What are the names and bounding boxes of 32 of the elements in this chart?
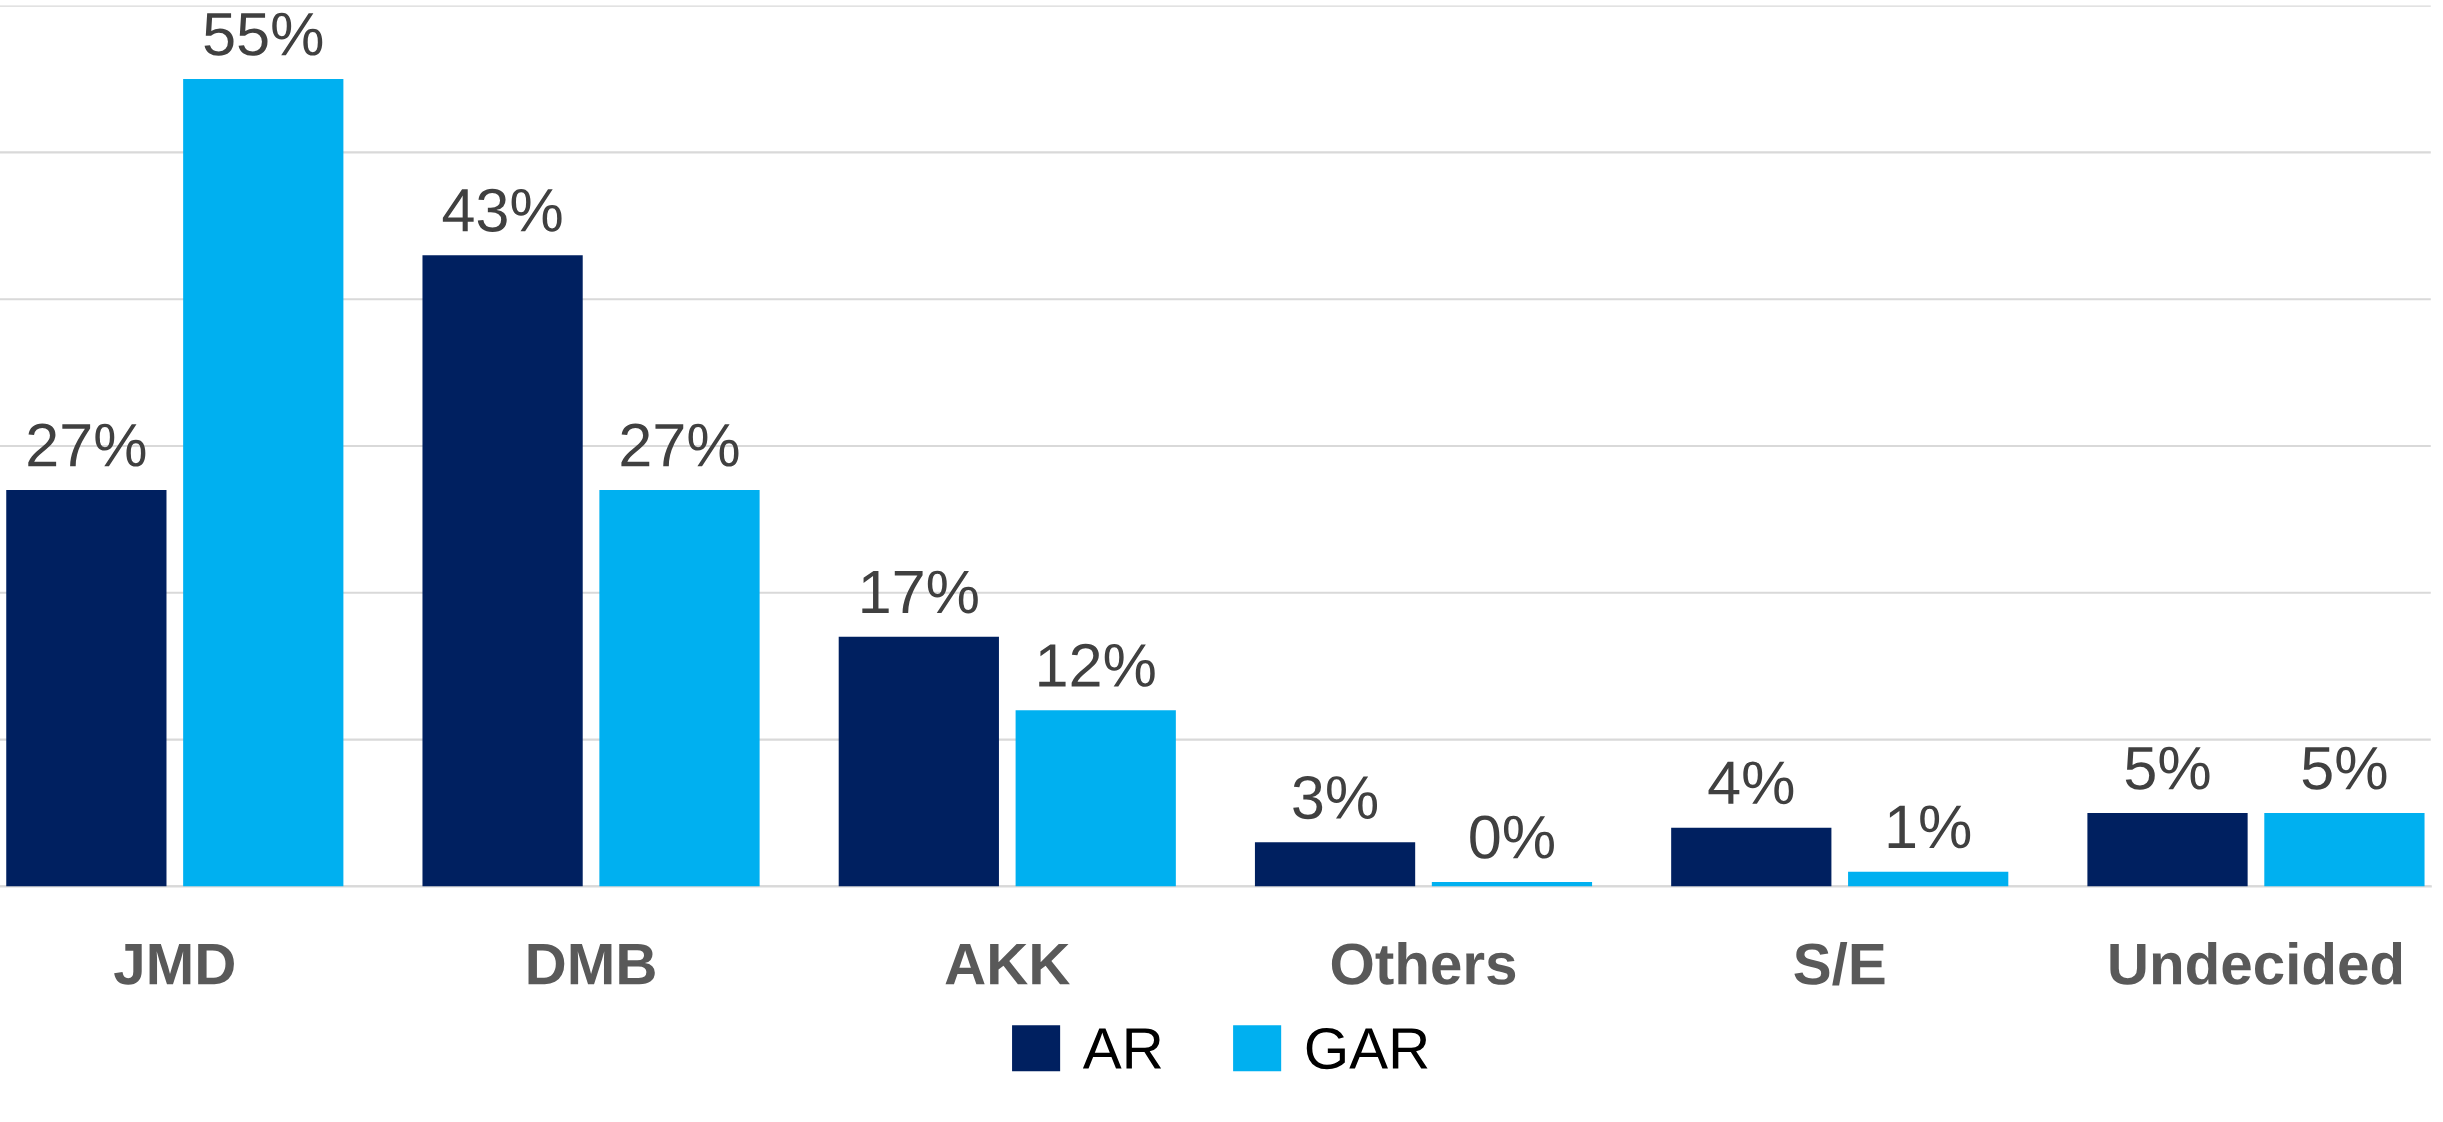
x-tick-label: Others: [1331, 941, 1516, 985]
data-label: 43%: [442, 188, 562, 232]
bar: [183, 79, 344, 887]
bar: [2264, 812, 2425, 887]
data-label: 5%: [2302, 746, 2387, 790]
bar: [838, 636, 999, 887]
bar: [1671, 827, 1832, 887]
data-label: 55%: [204, 12, 323, 56]
data-label: 1%: [1888, 805, 1971, 849]
bar: [1431, 881, 1593, 887]
bar: [422, 255, 583, 887]
x-tick-label: Undecided: [2110, 941, 2402, 985]
x-tick-label: JMD: [114, 944, 234, 985]
bar: [1254, 842, 1416, 887]
data-label: 3%: [1293, 775, 1378, 820]
bar: [1015, 710, 1176, 887]
legend-label: GAR: [1306, 1027, 1428, 1070]
data-label: 27%: [621, 423, 739, 467]
data-label: 17%: [862, 570, 978, 614]
data-label: 12%: [1039, 643, 1155, 687]
bar: [2087, 812, 2248, 887]
data-label: 0%: [1470, 815, 1554, 859]
data-label: 27%: [28, 423, 146, 467]
data-label: 5%: [2125, 746, 2210, 790]
bar: [1848, 871, 2009, 887]
x-tick-label: DMB: [528, 944, 655, 985]
data-label: 4%: [1708, 761, 1794, 805]
legend-label: AR: [1082, 1028, 1162, 1069]
bar: [6, 490, 167, 887]
x-tick-label: S/E: [1794, 941, 1885, 986]
bar: [599, 490, 760, 887]
x-tick-label: AKK: [945, 944, 1070, 985]
